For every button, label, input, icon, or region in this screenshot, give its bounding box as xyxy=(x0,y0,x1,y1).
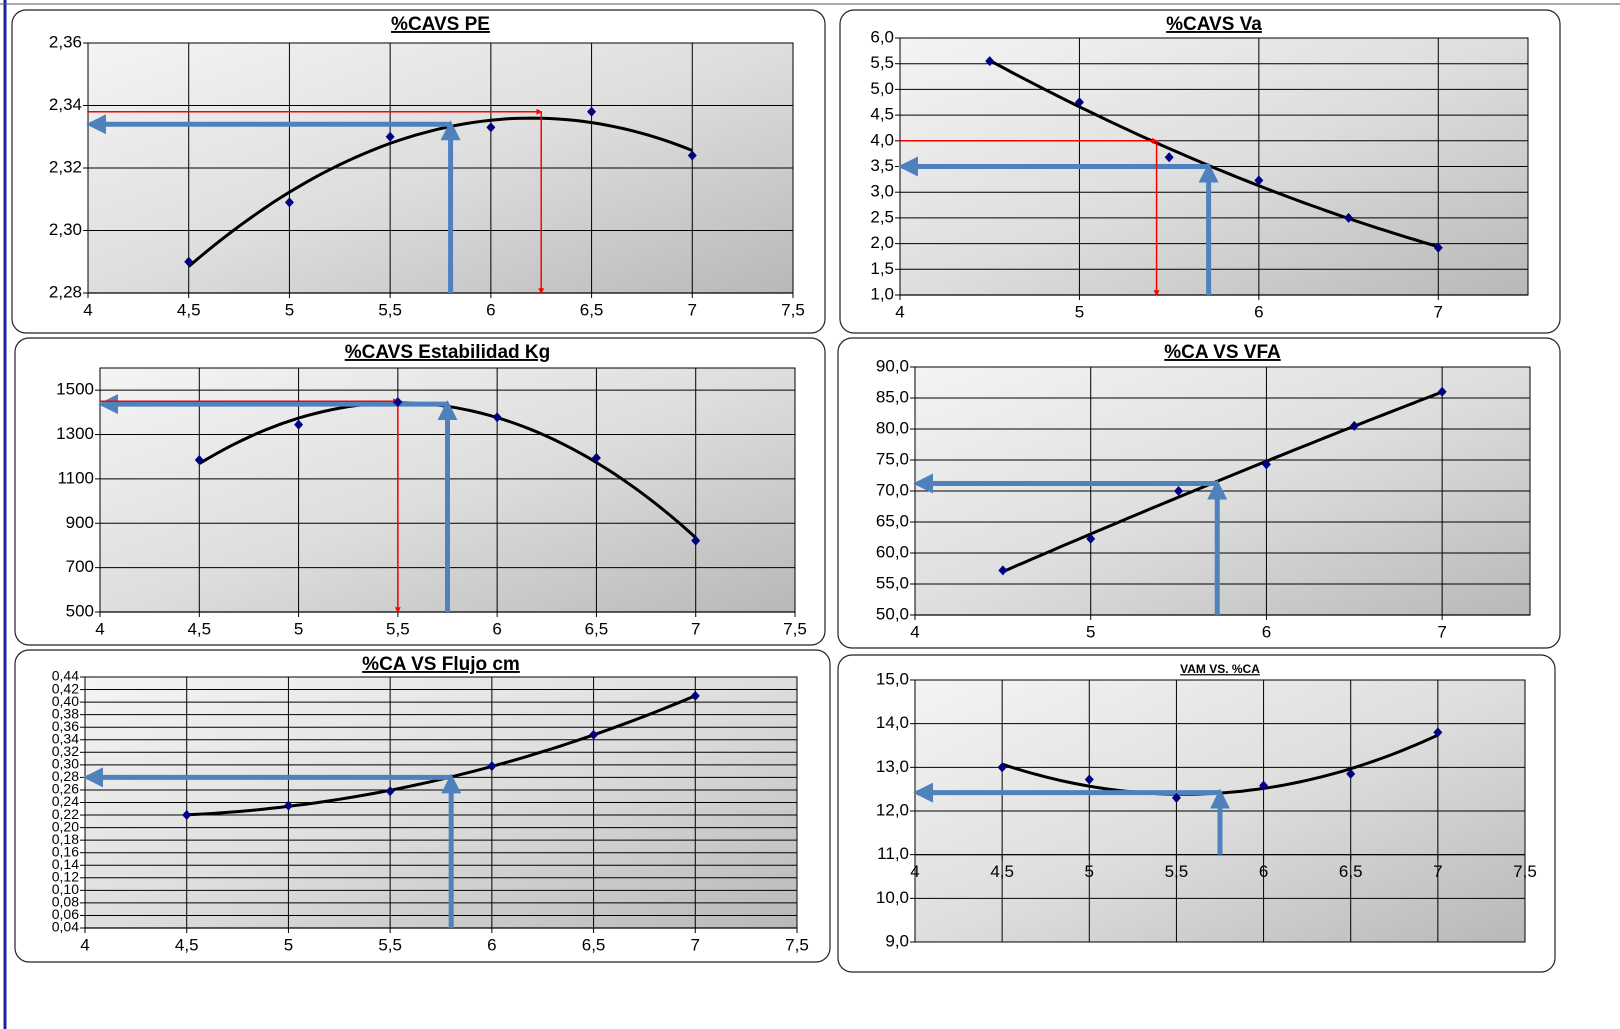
x-tick-label: 7,5 xyxy=(781,300,805,319)
x-tick-label: 4,5 xyxy=(990,862,1014,881)
chart-title: %CAVS Estabilidad Kg xyxy=(345,342,551,363)
y-tick-label: 70,0 xyxy=(876,480,909,499)
x-tick-label: 6 xyxy=(492,619,501,638)
y-tick-label: 3,5 xyxy=(870,156,894,175)
y-tick-label: 2,0 xyxy=(870,233,894,252)
chart-title: %CAVS PE xyxy=(391,14,490,35)
y-tick-label: 65,0 xyxy=(876,511,909,530)
x-tick-label: 5 xyxy=(1075,302,1084,321)
y-tick-label: 80,0 xyxy=(876,418,909,437)
y-tick-label: 4,5 xyxy=(870,105,894,124)
x-tick-label: 4 xyxy=(910,622,919,641)
x-tick-label: 4,5 xyxy=(187,619,211,638)
chart-title: VAM VS. %CA xyxy=(1180,662,1260,676)
x-tick-label: 7,5 xyxy=(1513,862,1537,881)
x-tick-label: 6 xyxy=(1259,862,1268,881)
y-tick-label: 2,32 xyxy=(49,157,82,176)
x-tick-label: 6,5 xyxy=(580,300,604,319)
x-tick-label: 4 xyxy=(80,935,89,954)
y-tick-label: 2,5 xyxy=(870,207,894,226)
y-tick-label: 0,44 xyxy=(52,668,79,684)
y-tick-label: 2,30 xyxy=(49,220,82,239)
y-tick-label: 1,0 xyxy=(870,284,894,303)
y-tick-label: 700 xyxy=(66,557,94,576)
y-tick-label: 1500 xyxy=(56,380,94,399)
chart-title: %CA VS VFA xyxy=(1164,342,1281,363)
x-tick-label: 5,5 xyxy=(1165,862,1189,881)
y-tick-label: 12,0 xyxy=(876,800,909,819)
chart-title: %CAVS Va xyxy=(1166,14,1262,35)
y-tick-label: 5,5 xyxy=(870,53,894,72)
x-tick-label: 6,5 xyxy=(582,935,606,954)
x-tick-label: 4 xyxy=(83,300,92,319)
x-tick-label: 4 xyxy=(895,302,904,321)
x-tick-label: 6 xyxy=(487,935,496,954)
x-tick-label: 6 xyxy=(1254,302,1263,321)
y-tick-label: 2,36 xyxy=(49,32,82,51)
y-tick-label: 60,0 xyxy=(876,542,909,561)
x-tick-label: 5 xyxy=(285,300,294,319)
x-tick-label: 7 xyxy=(691,619,700,638)
x-tick-label: 7 xyxy=(1437,622,1446,641)
y-tick-label: 5,0 xyxy=(870,79,894,98)
y-tick-label: 15,0 xyxy=(876,669,909,688)
x-tick-label: 7 xyxy=(691,935,700,954)
y-tick-label: 10,0 xyxy=(876,888,909,907)
y-tick-label: 75,0 xyxy=(876,449,909,468)
x-tick-label: 4,5 xyxy=(175,935,199,954)
x-tick-label: 4,5 xyxy=(177,300,201,319)
y-tick-label: 4,0 xyxy=(870,130,894,149)
x-tick-label: 4 xyxy=(95,619,104,638)
y-tick-label: 55,0 xyxy=(876,573,909,592)
x-tick-label: 5,5 xyxy=(386,619,410,638)
x-tick-label: 6,5 xyxy=(1339,862,1363,881)
y-tick-label: 2,34 xyxy=(49,95,82,114)
x-tick-label: 7,5 xyxy=(783,619,807,638)
x-tick-label: 5 xyxy=(294,619,303,638)
x-tick-label: 5,5 xyxy=(378,935,402,954)
y-tick-label: 1,5 xyxy=(870,259,894,278)
y-tick-label: 85,0 xyxy=(876,387,909,406)
x-tick-label: 7 xyxy=(1433,862,1442,881)
x-tick-label: 4 xyxy=(910,862,919,881)
y-tick-label: 14,0 xyxy=(876,713,909,732)
y-tick-label: 13,0 xyxy=(876,757,909,776)
x-tick-label: 6 xyxy=(486,300,495,319)
y-tick-label: 1300 xyxy=(56,424,94,443)
x-tick-label: 5 xyxy=(1086,622,1095,641)
y-tick-label: 9,0 xyxy=(885,931,909,950)
y-tick-label: 3,0 xyxy=(870,182,894,201)
y-tick-label: 1100 xyxy=(57,468,94,487)
x-tick-label: 5 xyxy=(284,935,293,954)
x-tick-label: 6,5 xyxy=(585,619,609,638)
x-tick-label: 5 xyxy=(1085,862,1094,881)
y-tick-label: 2,28 xyxy=(49,282,82,301)
x-tick-label: 7,5 xyxy=(785,935,809,954)
y-tick-label: 50,0 xyxy=(876,604,909,623)
y-tick-label: 11,0 xyxy=(877,844,909,863)
y-tick-label: 6,0 xyxy=(870,27,894,46)
page: %CAVS PE 2,28 2,30 2,32 2,34 2,36 4 4,5 5 5,5 6 6,5… xyxy=(0,0,1620,1029)
y-tick-label: 900 xyxy=(66,513,94,532)
x-tick-label: 7 xyxy=(688,300,697,319)
y-tick-label: 90,0 xyxy=(876,356,909,375)
chart-title: %CA VS Flujo cm xyxy=(362,654,520,675)
x-tick-label: 5,5 xyxy=(378,300,402,319)
x-tick-label: 7 xyxy=(1434,302,1443,321)
y-tick-label: 500 xyxy=(66,601,94,620)
x-tick-label: 6 xyxy=(1262,622,1271,641)
